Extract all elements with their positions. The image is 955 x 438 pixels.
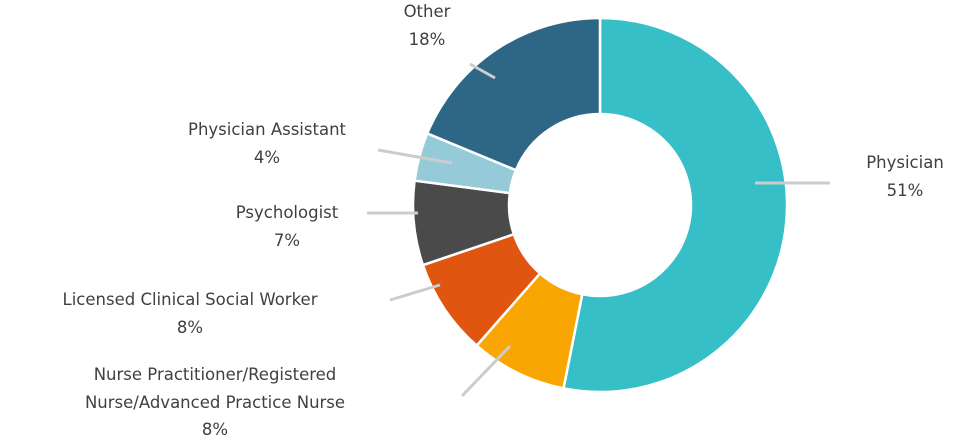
leader-line bbox=[469, 62, 496, 80]
value-label: 51% bbox=[886, 180, 924, 200]
value-label: 18% bbox=[408, 29, 446, 49]
data-label: Licensed Clinical Social Worker 8% bbox=[0, 286, 390, 341]
category-label: Nurse Practitioner/Registered Nurse/Adva… bbox=[84, 365, 346, 412]
data-label: Other 18% bbox=[367, 0, 487, 53]
category-label: Physician bbox=[866, 153, 944, 172]
value-label: 8% bbox=[201, 420, 229, 438]
donut-segment bbox=[425, 16, 602, 172]
data-label: Physician 51% bbox=[830, 149, 955, 204]
value-label: 7% bbox=[273, 230, 301, 250]
value-label: 4% bbox=[253, 147, 281, 167]
leader-line bbox=[460, 344, 512, 398]
value-label: 8% bbox=[176, 317, 204, 337]
data-label: Psychologist 7% bbox=[187, 199, 387, 254]
leader-line bbox=[377, 148, 453, 165]
leader-line bbox=[389, 283, 441, 302]
category-label: Psychologist bbox=[235, 203, 339, 222]
data-label: Nurse Practitioner/Registered Nurse/Adva… bbox=[43, 361, 388, 438]
category-label: Other bbox=[403, 2, 451, 21]
data-label: Physician Assistant 4% bbox=[142, 116, 392, 171]
donut-segment bbox=[562, 16, 789, 394]
category-label: Licensed Clinical Social Worker bbox=[62, 290, 318, 309]
category-label: Physician Assistant bbox=[188, 120, 346, 139]
